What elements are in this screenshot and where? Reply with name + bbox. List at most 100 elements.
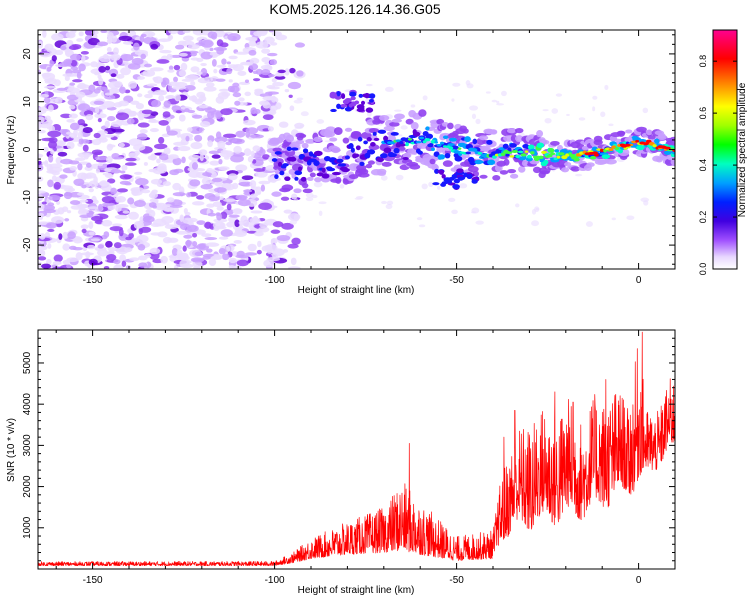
spectrogram-cell — [250, 210, 263, 214]
spectrogram-cell — [54, 96, 63, 105]
spectrogram-cell — [491, 99, 498, 103]
spectrogram-cell — [179, 214, 184, 223]
spectrogram-cell — [262, 114, 274, 121]
spectrogram-cell — [262, 95, 275, 101]
spectrogram-cell — [133, 221, 142, 229]
spectrogram-cell — [47, 140, 58, 149]
spectrogram-cell — [47, 179, 54, 188]
spectrogram-cell — [220, 229, 233, 237]
spectrogram-cell — [238, 97, 245, 102]
spectrogram-cell — [192, 241, 198, 247]
spectrogram-cell — [114, 214, 128, 220]
spectrogram-cell — [469, 105, 479, 111]
colorbar-label: Normalized spectral amplitude — [737, 82, 748, 217]
spectrogram-cell — [122, 41, 134, 45]
spectrogram-cell — [561, 167, 570, 173]
spectrogram-ylabel: Frequency (Hz) — [6, 116, 17, 185]
spectrogram-cell — [85, 114, 94, 121]
spectrogram-cell — [511, 149, 519, 153]
spectrogram-cell — [591, 151, 598, 155]
spectrogram-cell — [58, 233, 63, 240]
spectrogram-cell — [652, 144, 657, 148]
spectrogram-cell — [51, 266, 65, 269]
spectrogram-cell — [305, 138, 316, 144]
spectrogram-cell — [506, 128, 517, 134]
spectrogram-cell — [44, 115, 51, 121]
spectrogram-cell — [118, 109, 126, 114]
spectrogram-cell — [226, 203, 232, 211]
spectrogram-cell — [188, 170, 201, 178]
spectrogram-cell — [60, 45, 67, 51]
spectrogram-cell — [187, 127, 193, 133]
spectrogram-cell — [635, 139, 640, 143]
spectrogram-cell — [451, 174, 458, 179]
spectrogram-cell — [200, 39, 214, 48]
spectrogram-cell — [444, 152, 451, 159]
spectrogram-cell — [496, 100, 500, 104]
spectrogram-cell — [531, 208, 537, 215]
spectrogram-cell — [138, 262, 148, 268]
spectrogram-cell — [267, 52, 278, 57]
spectrogram-cell — [158, 120, 169, 126]
spectrogram-cell — [149, 67, 164, 72]
spectrogram-cell — [188, 95, 198, 101]
spectrogram-cell — [336, 158, 344, 163]
spectrogram-cell — [605, 158, 617, 165]
spectrogram-cell — [173, 168, 184, 174]
spectrogram-xtick-label: -100 — [265, 275, 285, 286]
spectrogram-cell — [198, 104, 209, 109]
spectrogram-cell — [299, 124, 304, 128]
spectrogram-cell — [191, 114, 203, 119]
spectrogram-cell — [241, 175, 254, 181]
spectrogram-cell — [228, 55, 238, 60]
spectrogram-cell — [232, 182, 239, 190]
spectrogram-cell — [198, 96, 205, 102]
snr-frame — [37, 329, 676, 570]
spectrogram-cell — [221, 58, 227, 65]
spectrogram-cell — [286, 146, 292, 152]
snr-ytick-label: 2000 — [22, 475, 33, 498]
spectrogram-ytick-label: 10 — [22, 96, 33, 108]
spectrogram-cell — [520, 153, 527, 157]
spectrogram-cell — [232, 92, 242, 98]
spectrogram-cell — [340, 93, 346, 100]
spectrogram-cell — [277, 69, 286, 74]
spectrogram-cell — [356, 104, 365, 110]
spectrogram-cell — [216, 206, 224, 211]
spectrogram-cell — [462, 128, 469, 134]
spectrogram-cell — [41, 263, 52, 269]
spectrogram-cell — [38, 121, 42, 130]
spectrogram-cell — [249, 180, 257, 188]
spectrogram-cell — [205, 242, 220, 247]
colorbar-tick-label: 0.4 — [698, 159, 708, 172]
spectrogram-cell — [146, 83, 158, 87]
spectrogram-cell — [566, 113, 570, 117]
spectrogram-cell — [517, 150, 524, 154]
spectrogram-cell — [575, 173, 583, 177]
spectrogram-cell — [368, 127, 380, 134]
spectrogram-cell — [640, 197, 650, 202]
snr-xtick-label: 0 — [636, 575, 642, 586]
spectrogram-cell — [434, 141, 439, 144]
spectrogram-cell — [190, 141, 203, 150]
spectrogram-cell — [437, 185, 441, 190]
spectrogram-cell — [624, 143, 631, 147]
spectrogram-cell — [176, 249, 183, 257]
spectrogram-cell — [43, 208, 56, 214]
spectrogram-cell — [107, 116, 116, 122]
spectrogram-cell — [348, 143, 354, 149]
spectrogram-cell — [470, 148, 478, 152]
spectrogram-cell — [626, 215, 635, 221]
spectrogram-cell — [49, 59, 55, 67]
spectrogram-cell — [441, 181, 449, 185]
spectrogram-cell — [558, 152, 565, 156]
spectrogram-cell — [524, 150, 529, 153]
spectrogram-cell — [157, 163, 167, 171]
spectrogram-cell — [49, 165, 54, 174]
spectrogram-cell — [397, 143, 407, 147]
spectrogram-cell — [101, 101, 116, 108]
spectrogram-cell — [228, 257, 237, 264]
spectrogram-cell — [115, 205, 122, 212]
spectrogram-cell — [236, 250, 245, 258]
spectrogram-cell — [226, 61, 231, 65]
